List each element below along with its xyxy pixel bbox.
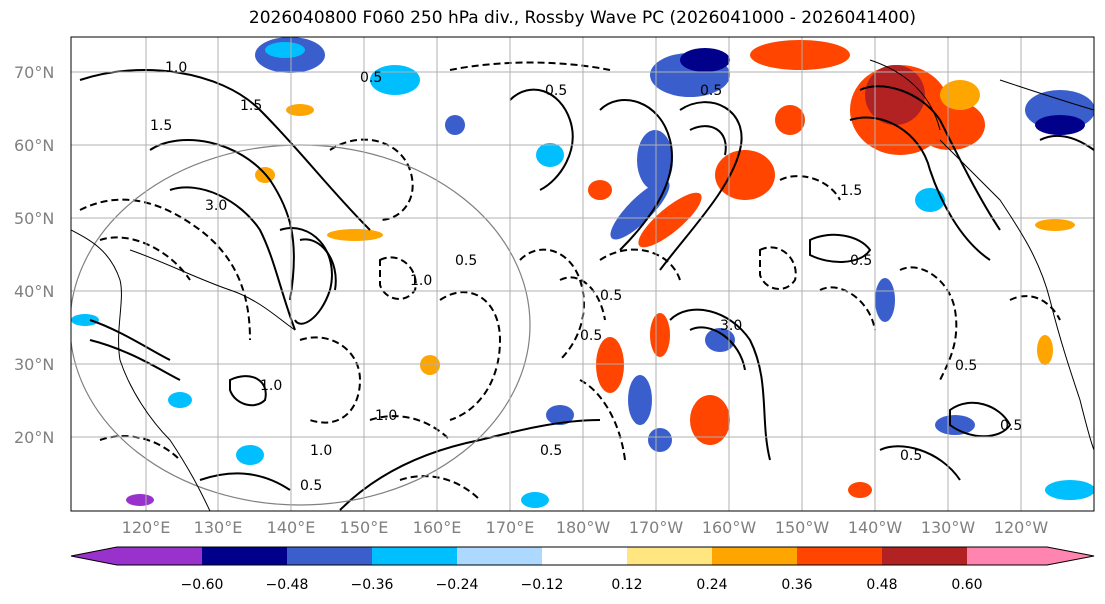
lon-label-160w: 160°W — [702, 518, 757, 537]
contour-label: 0.5 — [850, 253, 872, 269]
colorbar-tick: −0.36 — [351, 577, 394, 593]
map-content: 1.0 0.5 1.5 3.0 0.5 0.5 1.0 0.5 0.5 3.0 … — [71, 37, 1094, 511]
colorbar-tick: −0.48 — [266, 577, 309, 593]
lon-label-170e: 170°E — [486, 518, 535, 537]
contour-label: 1.0 — [375, 408, 397, 424]
contour-label: 3.0 — [720, 318, 742, 334]
colorbar-segment — [287, 547, 372, 565]
graticule — [71, 37, 1094, 511]
contour-labels: 1.0 0.5 1.5 3.0 0.5 0.5 1.0 0.5 0.5 3.0 … — [150, 60, 1022, 494]
rossby-wave-contours — [79, 69, 1094, 511]
colorbar-extend-min — [71, 547, 117, 565]
colorbar-tick: 0.24 — [696, 577, 727, 593]
contour-label: 0.5 — [540, 443, 562, 459]
contour-label: 0.5 — [455, 253, 477, 269]
contour-label: 0.5 — [600, 288, 622, 304]
contour-label: 0.5 — [955, 358, 977, 374]
colorbar-segment — [967, 547, 1047, 565]
colorbar-ticks: −0.60 −0.48 −0.36 −0.24 −0.12 0.12 0.24 … — [181, 577, 983, 593]
lat-label-20n: 20°N — [14, 428, 54, 447]
colorbar-segment — [882, 547, 967, 565]
colorbar-tick: 0.48 — [866, 577, 897, 593]
colorbar-tick: −0.12 — [521, 577, 564, 593]
lon-label-130e: 130°E — [194, 518, 243, 537]
contour-label: 1.0 — [310, 443, 332, 459]
lon-label-120e: 120°E — [122, 518, 171, 537]
lat-label-50n: 50°N — [14, 209, 54, 228]
contour-label: 0.5 — [300, 478, 322, 494]
lon-label-120w: 120°W — [994, 518, 1049, 537]
contour-label: 1.0 — [165, 60, 187, 76]
longitude-labels: 120°E 130°E 140°E 150°E 160°E 170°E 180°… — [122, 518, 1049, 537]
lat-label-60n: 60°N — [14, 136, 54, 155]
colorbar-outline — [70, 546, 1095, 566]
contour-label: 1.5 — [150, 118, 172, 134]
contour-label: 0.5 — [1000, 418, 1022, 434]
colorbar-tick: 0.36 — [781, 577, 812, 593]
contour-label: 0.5 — [580, 328, 602, 344]
colorbar-segment — [712, 547, 797, 565]
lat-label-30n: 30°N — [14, 355, 54, 374]
contour-label: 3.0 — [205, 198, 227, 214]
colorbar-tick: −0.24 — [436, 577, 479, 593]
contour-label: 0.5 — [700, 83, 722, 99]
map-frame — [70, 36, 1095, 512]
latitude-labels: 70°N 60°N 50°N 40°N 30°N 20°N — [14, 63, 54, 447]
lat-label-40n: 40°N — [14, 282, 54, 301]
colorbar-tick: 0.60 — [951, 577, 982, 593]
colorbar-extend-max — [1047, 547, 1094, 565]
colorbar-segment — [457, 547, 542, 565]
lon-label-140w: 140°W — [848, 518, 903, 537]
contour-label: 0.5 — [900, 448, 922, 464]
contour-label: 1.5 — [840, 183, 862, 199]
colorbar-tick: −0.60 — [181, 577, 224, 593]
lon-label-130w: 130°W — [921, 518, 976, 537]
colorbar-segment — [542, 547, 627, 565]
lon-label-160e: 160°E — [413, 518, 462, 537]
colorbar: −0.60 −0.48 −0.36 −0.24 −0.12 0.12 0.24 … — [70, 546, 1095, 593]
contour-label: 0.5 — [360, 70, 382, 86]
colorbar-segment — [627, 547, 712, 565]
lat-label-70n: 70°N — [14, 63, 54, 82]
lon-label-150w: 150°W — [775, 518, 830, 537]
lon-label-150e: 150°E — [340, 518, 389, 537]
lon-label-180w: 180°W — [556, 518, 611, 537]
contour-label: 0.5 — [545, 83, 567, 99]
colorbar-segment — [117, 547, 202, 565]
lon-label-170w: 170°W — [629, 518, 684, 537]
contour-label: 1.0 — [410, 273, 432, 289]
map-title: 2026040800 F060 250 hPa div., Rossby Wav… — [248, 8, 917, 28]
coastlines — [71, 59, 1094, 511]
colorbar-segment — [372, 547, 457, 565]
contour-label: 1.5 — [240, 98, 262, 114]
colorbar-segment — [202, 547, 287, 565]
lon-label-140e: 140°E — [267, 518, 316, 537]
colorbar-tick: 0.12 — [611, 577, 642, 593]
colorbar-segment — [797, 547, 882, 565]
contour-label: 1.0 — [260, 378, 282, 394]
